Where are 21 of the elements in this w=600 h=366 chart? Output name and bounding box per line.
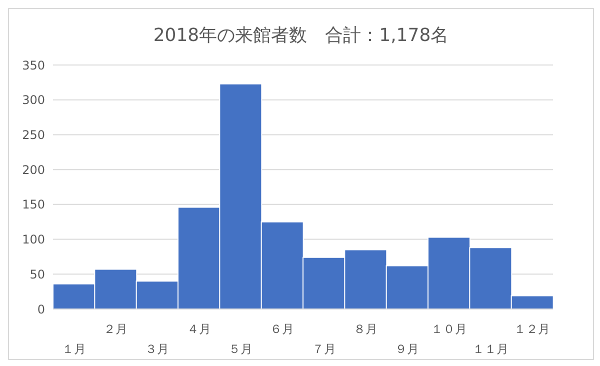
x-tick-label: ３月 bbox=[145, 342, 170, 356]
x-tick-label: ２月 bbox=[104, 322, 128, 336]
x-tick-label: ８月 bbox=[354, 322, 378, 336]
x-tick-label: １１月 bbox=[472, 342, 508, 356]
y-tick-label: 100 bbox=[22, 232, 45, 247]
x-tick-label: １０月 bbox=[430, 322, 467, 336]
x-tick-label: １２月 bbox=[514, 322, 550, 336]
x-tick-label: ６月 bbox=[270, 322, 294, 336]
x-tick-label: ９月 bbox=[395, 342, 420, 356]
y-tick-label: 150 bbox=[22, 198, 45, 212]
y-tick-label: 300 bbox=[22, 93, 45, 108]
x-tick-label: ５月 bbox=[228, 342, 252, 356]
y-tick-label: 0 bbox=[37, 302, 45, 316]
x-tick-label: ４月 bbox=[186, 322, 211, 336]
y-tick-label: 350 bbox=[22, 58, 45, 72]
y-tick-label: 200 bbox=[22, 162, 45, 177]
x-tick-label: １月 bbox=[62, 342, 86, 356]
y-tick-label: 250 bbox=[22, 128, 45, 142]
x-tick-label: ７月 bbox=[312, 342, 336, 356]
chart-title: 2018年の来館者数 合計：1,178名 bbox=[152, 24, 450, 48]
y-tick-label: 50 bbox=[30, 267, 45, 282]
